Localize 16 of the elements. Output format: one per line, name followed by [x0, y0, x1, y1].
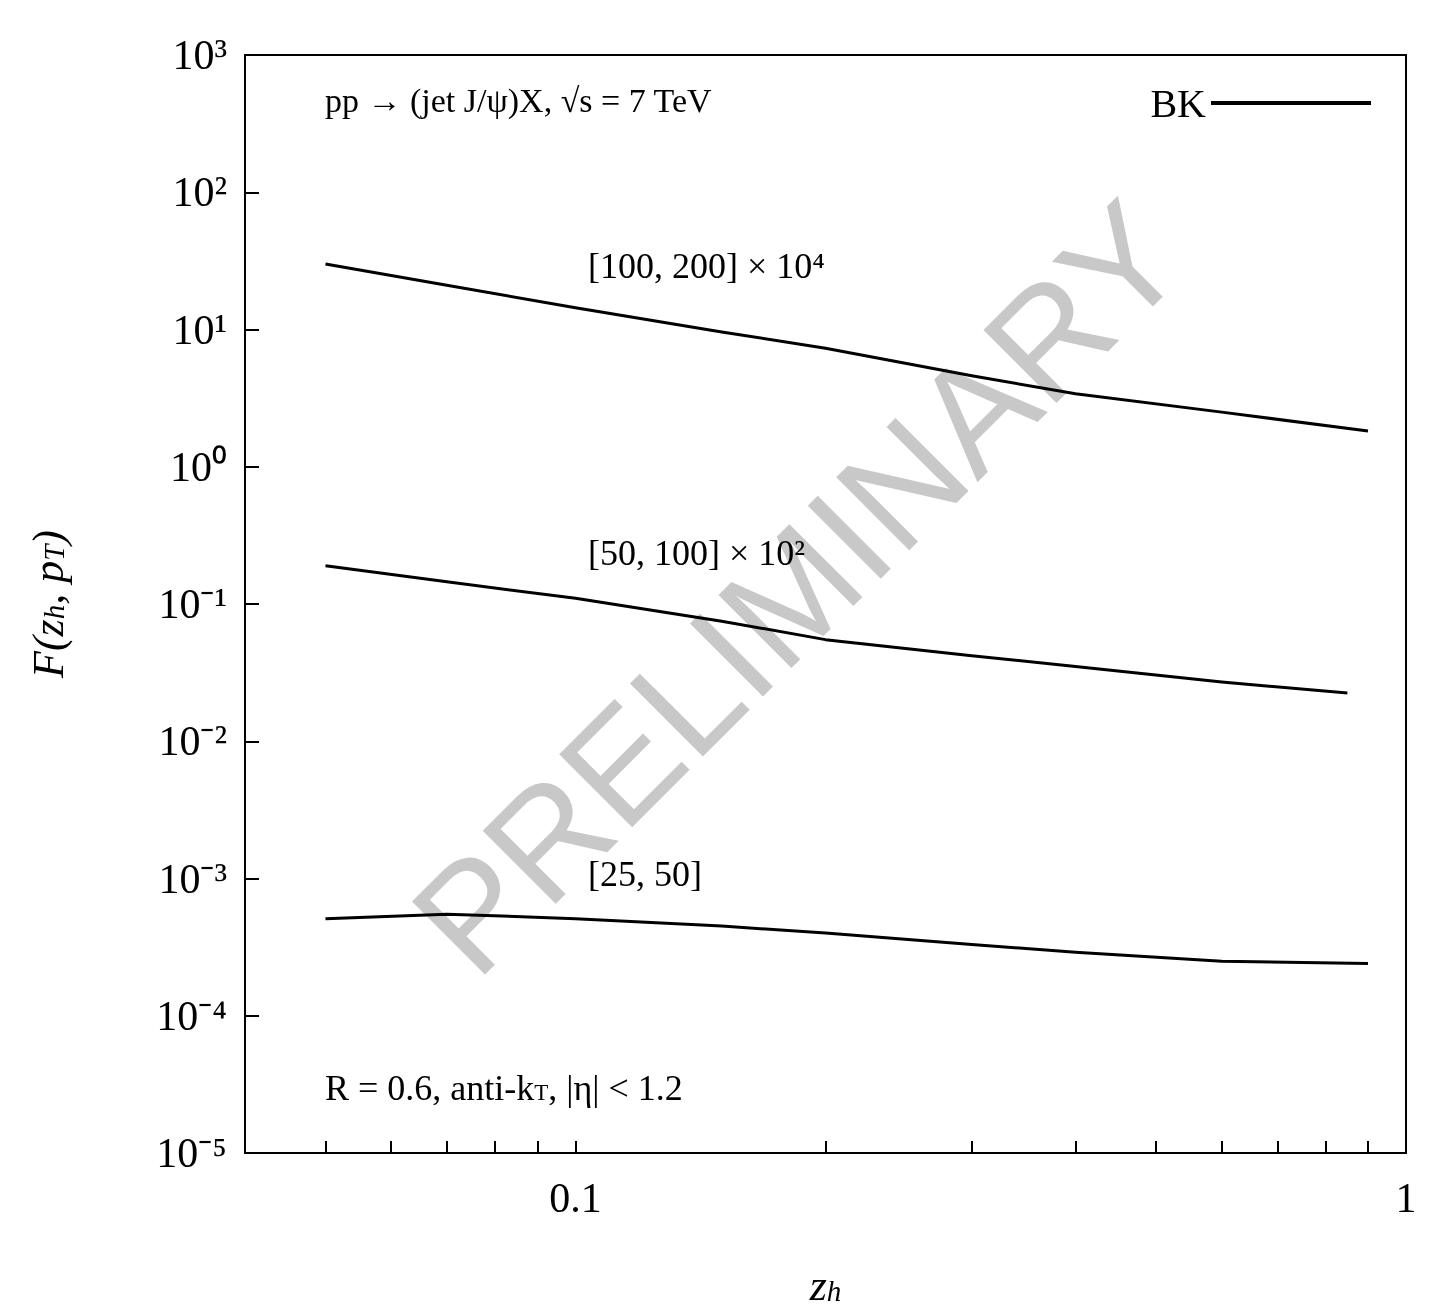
y-tick-label: 10⁻⁵: [156, 1130, 227, 1176]
y-tick-label: 10³: [172, 32, 227, 78]
x-tick-label: 0.1: [549, 1175, 602, 1221]
y-tick-label: 10¹: [172, 306, 227, 353]
y-tick-label: 10⁻¹: [158, 581, 227, 627]
x-axis-title: zh: [808, 1260, 842, 1307]
y-tick-label: 10²: [172, 169, 227, 216]
annotation: R = 0.6, anti-kT, |η| < 1.2: [325, 1068, 683, 1108]
annotation: pp → (jet J/ψ)X, √s = 7 TeV: [325, 81, 713, 120]
y-axis-title: F(zh, pT): [23, 530, 73, 679]
legend-label: BK: [1150, 80, 1207, 126]
y-tick-label: 10⁻²: [158, 718, 227, 765]
y-tick-label: 10⁰: [170, 443, 227, 490]
y-tick-label: 10⁻³: [158, 855, 227, 902]
y-tick-label: 10⁻⁴: [156, 992, 227, 1039]
x-tick-label: 1: [1395, 1175, 1417, 1221]
